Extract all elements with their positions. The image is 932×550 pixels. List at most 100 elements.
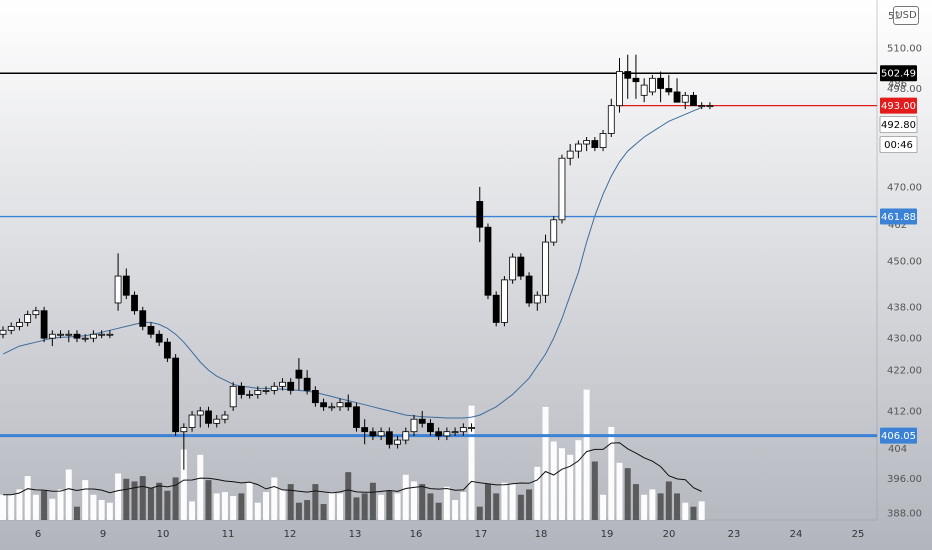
countdown-tag-bg	[879, 136, 918, 154]
volume-bar	[682, 502, 689, 520]
volume-bar	[82, 480, 89, 520]
volume-bar	[328, 492, 335, 520]
candle-body	[369, 431, 377, 437]
volume-bar	[665, 481, 672, 520]
candle	[320, 398, 327, 411]
volume-bar	[197, 454, 204, 520]
candle	[139, 306, 147, 331]
candle-body	[575, 143, 582, 152]
volume-bar	[304, 500, 311, 520]
time-tick-label: 25	[852, 529, 865, 540]
candle-body	[196, 410, 204, 416]
horizontal-lines	[0, 72, 877, 438]
volume-bar	[632, 484, 639, 520]
volume-bar	[517, 494, 524, 520]
candle	[57, 330, 64, 339]
candle-body	[533, 294, 541, 304]
volume-bar	[115, 473, 122, 520]
candle-body	[114, 275, 122, 304]
candle-body	[295, 369, 303, 379]
price-tags: 502.49 493.00 492.80 00:46 461.88 406.05	[879, 65, 918, 444]
volume-bar	[550, 441, 557, 520]
candle-body	[147, 325, 155, 335]
candle	[665, 74, 673, 96]
candle-body	[106, 333, 114, 336]
time-tick-label: 19	[601, 529, 614, 540]
candle-body	[344, 402, 352, 408]
candle-body	[435, 431, 443, 437]
volume-bar	[509, 484, 516, 520]
countdown-tag-text: 00:46	[884, 140, 913, 151]
volume-bar	[345, 472, 352, 520]
candle	[648, 74, 656, 96]
candle	[369, 427, 377, 441]
volume-bar	[41, 490, 48, 520]
resistance-price-tag-text: 502.49	[881, 69, 916, 80]
currency-selector[interactable]: USD	[893, 6, 919, 25]
candle	[468, 423, 475, 432]
candle	[632, 54, 640, 99]
price-tick-label: 498.00	[887, 84, 922, 95]
candle	[205, 406, 212, 428]
candle	[147, 322, 155, 339]
volume-bar	[49, 498, 56, 520]
candle	[550, 216, 558, 246]
candle	[163, 338, 171, 363]
time-tick-label: 24	[790, 529, 803, 540]
candle	[575, 140, 582, 159]
candle-body	[16, 322, 23, 327]
resistance-price-tag-bg	[880, 65, 917, 82]
volume-bar	[139, 476, 146, 520]
candle	[279, 378, 286, 391]
candle	[287, 378, 295, 395]
candle-body	[237, 385, 245, 395]
candle-body	[287, 381, 295, 391]
candle-body	[336, 402, 344, 408]
candle-body	[90, 333, 97, 339]
candle	[427, 419, 434, 436]
price-tick-label: 388.00	[887, 509, 922, 520]
volume-bar	[279, 489, 286, 520]
candle	[706, 102, 714, 110]
time-tick-label: 18	[535, 529, 548, 540]
candle-body	[583, 140, 591, 145]
candle-body	[155, 333, 163, 343]
candle-body	[81, 337, 89, 340]
candle-body	[402, 431, 410, 441]
candle	[246, 390, 254, 399]
candle-body	[205, 410, 212, 424]
candle-body	[657, 77, 664, 89]
volume-bar	[172, 477, 179, 520]
candle-body	[246, 394, 254, 396]
candle-body	[690, 94, 697, 107]
volume-bar	[616, 462, 623, 520]
candle	[40, 306, 48, 343]
candle	[32, 306, 40, 319]
last-price-tag-bg	[879, 116, 918, 134]
volume-bar	[419, 484, 426, 520]
candle	[237, 382, 245, 399]
price-tick-label: 422.00	[887, 366, 922, 377]
candle-body	[665, 88, 673, 93]
candle	[81, 334, 89, 343]
volume-bar	[8, 494, 15, 520]
volume-bar	[263, 492, 270, 520]
volume-bar	[542, 406, 549, 520]
volume-bar	[468, 405, 475, 520]
candle	[681, 91, 689, 110]
candle-body	[48, 333, 56, 339]
time-tick-label: 16	[410, 529, 423, 540]
volume-bar	[73, 506, 80, 520]
candle-body	[188, 414, 196, 428]
volume-bar	[476, 506, 483, 520]
current-price-tag-text: 493.00	[881, 101, 916, 112]
time-tick-label: 11	[222, 529, 235, 540]
candle-body	[591, 140, 599, 148]
volume-bar	[698, 501, 705, 520]
volume-bar	[591, 461, 598, 520]
volume-bar	[230, 496, 237, 520]
candle	[48, 330, 56, 347]
time-tick-label: 13	[349, 529, 362, 540]
volume-average-line	[3, 442, 702, 496]
